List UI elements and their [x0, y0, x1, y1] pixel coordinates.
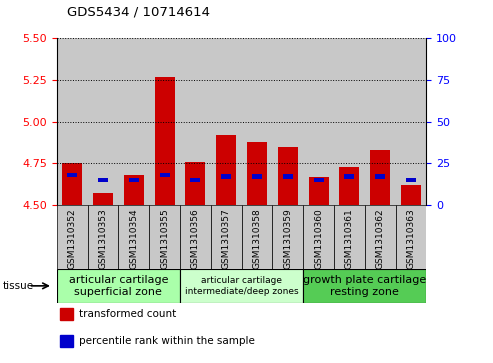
- Bar: [339, 167, 359, 205]
- Bar: [365, 205, 395, 269]
- Bar: [221, 174, 231, 179]
- Text: GSM1310360: GSM1310360: [314, 208, 323, 269]
- Bar: [180, 205, 211, 269]
- Text: GDS5434 / 10714614: GDS5434 / 10714614: [67, 5, 210, 18]
- Bar: [149, 205, 180, 269]
- Bar: [272, 205, 303, 269]
- Text: tissue: tissue: [2, 281, 34, 291]
- Bar: [303, 269, 426, 303]
- Bar: [375, 174, 385, 179]
- Bar: [252, 174, 262, 179]
- Text: GSM1310363: GSM1310363: [407, 208, 416, 269]
- Text: percentile rank within the sample: percentile rank within the sample: [79, 336, 255, 346]
- Bar: [154, 77, 175, 205]
- Bar: [283, 174, 293, 179]
- Text: GSM1310361: GSM1310361: [345, 208, 354, 269]
- Bar: [211, 38, 242, 205]
- Bar: [334, 205, 365, 269]
- Bar: [124, 175, 144, 205]
- Bar: [180, 269, 303, 303]
- Text: transformed count: transformed count: [79, 309, 176, 319]
- Bar: [303, 38, 334, 205]
- Bar: [365, 38, 395, 205]
- Bar: [395, 38, 426, 205]
- Text: GSM1310355: GSM1310355: [160, 208, 169, 269]
- Text: GSM1310352: GSM1310352: [68, 208, 76, 269]
- Bar: [406, 178, 416, 182]
- Text: GSM1310359: GSM1310359: [283, 208, 292, 269]
- Bar: [242, 38, 272, 205]
- Bar: [129, 178, 139, 182]
- Bar: [60, 308, 73, 321]
- Text: GSM1310354: GSM1310354: [129, 208, 138, 269]
- Text: GSM1310362: GSM1310362: [376, 208, 385, 269]
- Bar: [278, 147, 298, 205]
- Bar: [62, 163, 82, 205]
- Bar: [314, 178, 323, 182]
- Text: articular cartilage
intermediate/deep zones: articular cartilage intermediate/deep zo…: [185, 276, 298, 295]
- Bar: [309, 177, 329, 205]
- Bar: [118, 205, 149, 269]
- Bar: [118, 38, 149, 205]
- Bar: [60, 335, 73, 347]
- Text: GSM1310358: GSM1310358: [252, 208, 261, 269]
- Bar: [370, 150, 390, 205]
- Bar: [395, 205, 426, 269]
- Text: growth plate cartilage
resting zone: growth plate cartilage resting zone: [303, 275, 426, 297]
- Bar: [190, 178, 200, 182]
- Bar: [185, 162, 206, 205]
- Bar: [98, 178, 108, 182]
- Bar: [216, 135, 236, 205]
- Text: GSM1310356: GSM1310356: [191, 208, 200, 269]
- Bar: [242, 205, 272, 269]
- Bar: [88, 205, 118, 269]
- Bar: [180, 38, 211, 205]
- Bar: [57, 38, 88, 205]
- Bar: [149, 38, 180, 205]
- Text: GSM1310353: GSM1310353: [99, 208, 107, 269]
- Bar: [303, 205, 334, 269]
- Bar: [88, 38, 118, 205]
- Bar: [272, 38, 303, 205]
- Bar: [247, 142, 267, 205]
- Text: articular cartilage
superficial zone: articular cartilage superficial zone: [69, 275, 168, 297]
- Bar: [334, 38, 365, 205]
- Bar: [57, 269, 180, 303]
- Bar: [160, 173, 170, 178]
- Bar: [67, 173, 77, 178]
- Bar: [401, 185, 421, 205]
- Bar: [93, 193, 113, 205]
- Text: GSM1310357: GSM1310357: [222, 208, 231, 269]
- Bar: [57, 205, 88, 269]
- Bar: [211, 205, 242, 269]
- Bar: [345, 174, 354, 179]
